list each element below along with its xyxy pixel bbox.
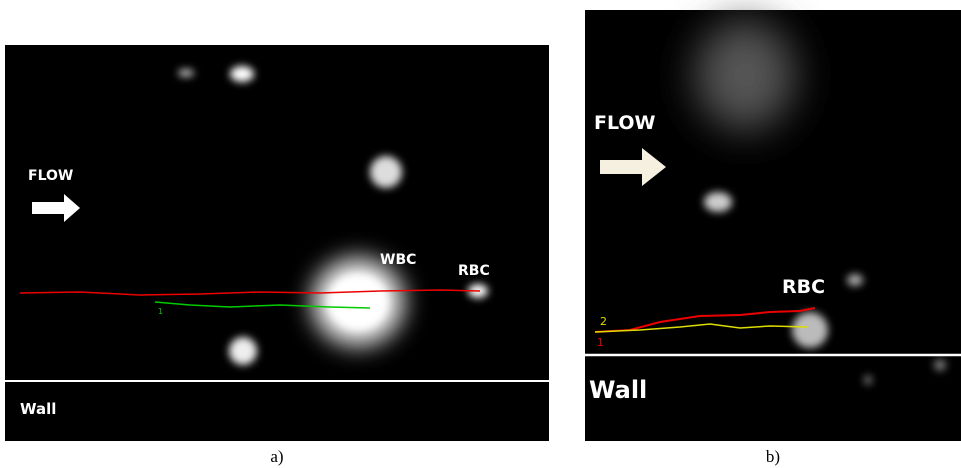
panel-a: 1 FLOW WBC RBC Wall a) (5, 45, 549, 466)
wbc-core (328, 274, 388, 330)
cell (370, 156, 402, 188)
cell (934, 359, 946, 371)
rbc-cell (792, 312, 828, 348)
track-label: 1 (158, 307, 163, 316)
image-background (5, 45, 549, 441)
cell (704, 192, 732, 212)
flow-arrow (32, 194, 80, 222)
yellow-track (594, 323, 809, 333)
flow-label: FLOW (594, 112, 656, 134)
cell (230, 66, 254, 82)
wall-label: Wall (589, 376, 647, 404)
cell (864, 375, 872, 385)
red-track (19, 289, 481, 296)
rbc-label: RBC (458, 263, 490, 279)
cell (229, 337, 257, 365)
green-track (154, 301, 371, 309)
rbc-label: RBC (782, 276, 825, 298)
panel-b: 2 1 FLOW RBC Wall b) (585, 10, 961, 466)
wbc-label: WBC (380, 252, 416, 268)
flow-arrow (600, 148, 666, 186)
wall-label: Wall (20, 400, 56, 418)
cell (695, 20, 795, 130)
red-track (594, 307, 816, 333)
cell (847, 274, 863, 286)
flow-label: FLOW (28, 168, 73, 184)
caption: b) (766, 447, 780, 466)
cell (178, 69, 194, 77)
track-label: 1 (597, 336, 604, 349)
track-label: 2 (600, 315, 607, 328)
caption: a) (270, 447, 283, 466)
